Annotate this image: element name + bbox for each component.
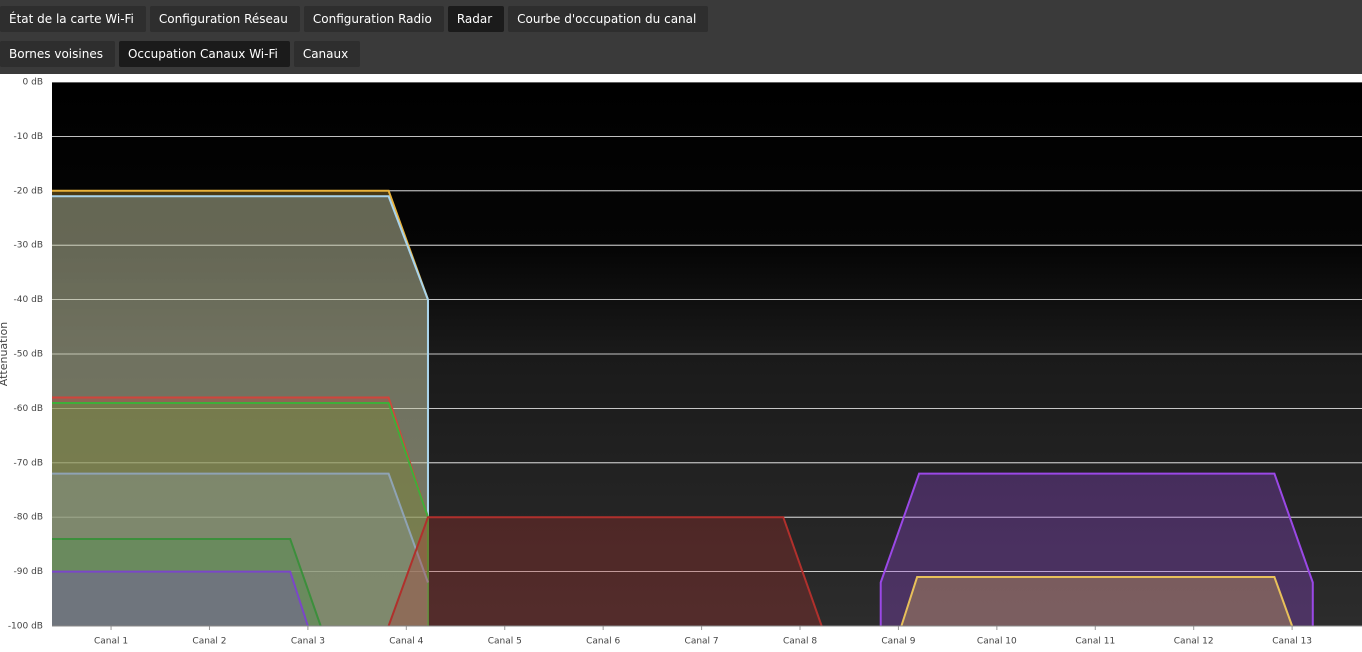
line bbox=[900, 576, 1294, 627]
line bbox=[52, 537, 322, 627]
x-tick-label: Canal 9 bbox=[881, 637, 915, 647]
x-tick-label: Canal 10 bbox=[977, 637, 1017, 647]
line bbox=[52, 401, 429, 626]
line bbox=[52, 472, 429, 583]
tab[interactable]: Radar bbox=[447, 6, 505, 32]
x-tick-label: Canal 13 bbox=[1272, 637, 1312, 647]
tab[interactable]: Configuration Radio bbox=[303, 6, 444, 32]
x-tick-label: Canal 7 bbox=[685, 637, 719, 647]
y-tick-label: -30 dB bbox=[14, 241, 43, 251]
y-axis-title: Attenuation bbox=[0, 322, 10, 387]
tab[interactable]: Bornes voisines bbox=[0, 41, 115, 67]
x-tick-label: Canal 3 bbox=[291, 637, 325, 647]
area bbox=[52, 190, 428, 627]
y-tick-label: -50 dB bbox=[14, 350, 43, 360]
area bbox=[52, 538, 321, 626]
x-tick-label: Canal 5 bbox=[488, 637, 522, 647]
area bbox=[52, 402, 428, 626]
x-tick-label: Canal 12 bbox=[1174, 637, 1214, 647]
tab[interactable]: Canaux bbox=[293, 41, 361, 67]
y-tick-label: -60 dB bbox=[14, 404, 43, 414]
y-tick-label: -40 dB bbox=[14, 295, 43, 305]
x-tick-label: Canal 6 bbox=[586, 637, 620, 647]
y-tick-label: -90 dB bbox=[14, 567, 43, 577]
line bbox=[879, 472, 1314, 626]
tab[interactable]: État de la carte Wi-Fi bbox=[0, 6, 146, 32]
tab[interactable]: Occupation Canaux Wi-Fi bbox=[118, 41, 290, 67]
x-tick-label: Canal 11 bbox=[1075, 637, 1115, 647]
area bbox=[52, 473, 428, 626]
area bbox=[901, 577, 1293, 626]
y-tick-label: -20 dB bbox=[14, 186, 43, 196]
tab[interactable]: Courbe d'occupation du canal bbox=[508, 6, 709, 32]
x-tick-label: Canal 4 bbox=[389, 637, 423, 647]
y-tick-label: -100 dB bbox=[8, 622, 43, 632]
area bbox=[52, 571, 308, 626]
x-tick-label: Canal 1 bbox=[94, 637, 128, 647]
y-tick-label: -10 dB bbox=[14, 132, 43, 142]
y-tick-label: 0 dB bbox=[23, 78, 43, 88]
tab-row: État de la carte Wi-Fi Configuration Rés… bbox=[0, 6, 709, 32]
area bbox=[880, 473, 1313, 626]
tab-row: Bornes voisines Occupation Canaux Wi-Fi … bbox=[0, 41, 361, 67]
y-tick-label: -80 dB bbox=[14, 513, 43, 523]
line bbox=[52, 570, 309, 627]
x-tick-label: Canal 2 bbox=[192, 637, 226, 647]
area bbox=[388, 517, 822, 626]
line bbox=[52, 195, 429, 626]
line bbox=[387, 516, 823, 627]
tab[interactable]: Configuration Réseau bbox=[149, 6, 300, 32]
x-tick-label: Canal 8 bbox=[783, 637, 817, 647]
y-tick-label: -70 dB bbox=[14, 458, 43, 468]
area bbox=[52, 397, 428, 626]
tab-bar: État de la carte Wi-Fi Configuration Rés… bbox=[0, 0, 1362, 74]
area bbox=[52, 196, 428, 627]
